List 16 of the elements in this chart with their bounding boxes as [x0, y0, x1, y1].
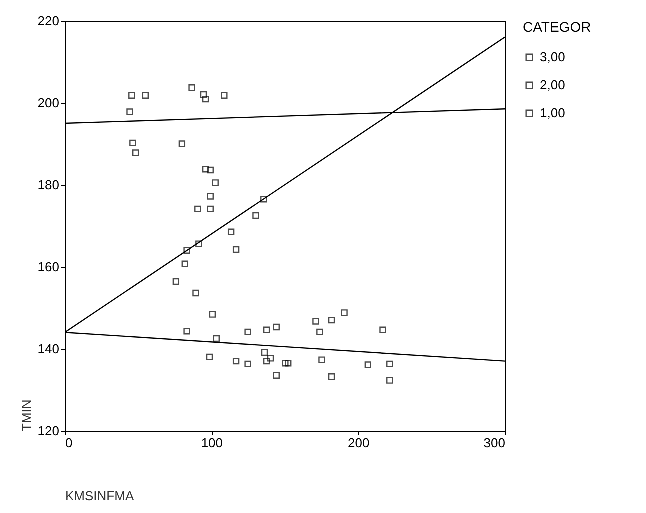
y-tick-label: 120 — [38, 424, 60, 438]
x-tick-label: 200 — [348, 436, 370, 450]
y-tick-label: 140 — [38, 342, 60, 356]
legend-title: CATEGOR — [523, 19, 592, 35]
y-tick-label: 180 — [38, 178, 60, 192]
y-axis-title: TMIN — [18, 400, 34, 432]
y-tick-label: 200 — [38, 96, 60, 110]
legend-label: 2,00 — [540, 78, 566, 92]
legend-label: 1,00 — [540, 106, 566, 120]
legend-label: 3,00 — [540, 50, 566, 64]
x-tick-label: 100 — [201, 436, 224, 450]
y-tick-label: 160 — [38, 260, 60, 274]
y-tick-label: 220 — [38, 14, 60, 28]
x-tick-label: 300 — [484, 436, 506, 450]
x-tick-label: 0 — [66, 436, 73, 450]
x-axis-title: KMSINFMA — [66, 488, 134, 504]
